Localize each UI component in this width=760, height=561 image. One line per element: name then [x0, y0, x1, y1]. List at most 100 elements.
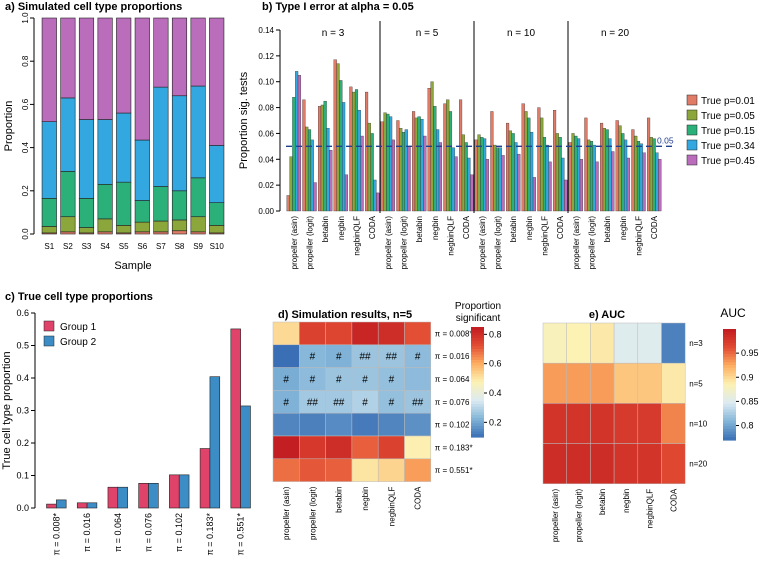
error-bar [360, 135, 364, 212]
y-tick-label: 0.04 [258, 155, 274, 164]
y-tick-label: 0.14 [258, 26, 274, 35]
error-bar [464, 142, 468, 212]
y-tick-label: 0.6 [16, 308, 29, 318]
colorbar-step [471, 404, 484, 408]
colorbar-tick-label: 0.4 [489, 388, 502, 398]
column-label: propeller (logit) [575, 488, 584, 542]
stacked-bar-segment [171, 190, 188, 221]
proportion-bar [86, 502, 98, 509]
heatmap-cell [566, 362, 591, 404]
error-bar [649, 137, 653, 212]
significance-marker: # [336, 375, 342, 386]
stacked-bar-segment [116, 181, 132, 226]
legend-swatch [686, 94, 698, 106]
error-bar [401, 131, 406, 212]
method-label: propeller (asin) [478, 216, 487, 270]
error-bar [342, 102, 346, 212]
method-label: CODA [368, 215, 377, 239]
heatmap-cell [272, 344, 300, 368]
colorbar-step [723, 351, 736, 355]
stacked-bar-segment [209, 225, 225, 234]
column-label: negbin [361, 487, 370, 511]
y-tick-label: 0.3 [16, 406, 29, 416]
heatmap-cell [566, 443, 591, 485]
colorbar-step [723, 348, 736, 352]
error-bar [470, 174, 474, 212]
colorbar-step [471, 327, 484, 331]
colorbar-step [471, 412, 484, 416]
colorbar-step [471, 420, 484, 424]
method-label: betabin [321, 216, 330, 242]
stacked-bar-segment [78, 17, 95, 120]
column-label: CODA [414, 486, 423, 510]
y-tick-label: 0.06 [258, 129, 274, 138]
heatmap-cell [404, 435, 432, 460]
colorbar-tick-label: 0.8 [741, 421, 754, 431]
error-bar [490, 111, 494, 212]
row-label: π = 0.016 [435, 352, 470, 361]
colorbar-step [723, 356, 736, 361]
y-tick-label: 0.2 [21, 185, 30, 197]
alpha-reference-label: 0.05 [657, 135, 674, 145]
heatmap-cell [637, 362, 662, 404]
x-tick-label: S3 [82, 242, 92, 251]
error-bar [506, 122, 510, 212]
legend-swatch [686, 124, 698, 136]
colorbar-step [723, 353, 736, 358]
error-bar [574, 135, 578, 212]
colorbar-step [471, 335, 484, 339]
panel-e-title: e) AUC [589, 309, 625, 321]
error-bar [399, 128, 403, 212]
heatmap-cell [613, 322, 639, 364]
error-bar [493, 144, 497, 212]
legend-label: True p=0.34 [701, 141, 755, 152]
colorbar-step [723, 359, 736, 363]
row-label: π = 0.183* [435, 443, 473, 452]
significance-marker: ## [412, 397, 424, 408]
heatmap-cell [566, 322, 591, 364]
column-label: propeller (asin) [551, 488, 560, 542]
colorbar-tick-label: 0.95 [741, 348, 759, 358]
error-bar [373, 179, 377, 212]
colorbar-step [723, 376, 736, 380]
colorbar-step [723, 420, 736, 424]
colorbar-step [471, 373, 484, 378]
colorbar-step [723, 373, 736, 377]
error-bar [647, 117, 651, 212]
heatmap-cell [590, 322, 615, 364]
colorbar-step [471, 365, 484, 369]
error-bar [495, 147, 500, 212]
significance-marker: ## [386, 352, 398, 363]
stacked-bar-segment [153, 220, 169, 233]
method-label: CODA [462, 215, 471, 239]
stacked-bar-segment [171, 230, 188, 235]
heatmap-cell [590, 362, 615, 404]
error-bar [501, 155, 505, 212]
proportion-bar [209, 376, 221, 509]
stacked-bar-segment [171, 17, 188, 97]
panel-e-auc-heatmap: e) AUC n=3 n=5 n=10 n=20 propeller (asin) prop… [542, 306, 759, 542]
x-tick-label: π = 0.551* [236, 513, 246, 556]
column-label: negbinQLF [646, 489, 655, 529]
error-bar [642, 152, 646, 212]
method-label: negbin [431, 216, 440, 240]
group-label: n = 3 [322, 28, 345, 39]
colorbar-step [723, 365, 736, 369]
error-bar [443, 103, 447, 212]
error-bar [530, 131, 534, 212]
x-tick-label: S6 [137, 242, 147, 251]
error-bar [344, 174, 348, 212]
stacked-bar-segment [41, 121, 57, 199]
x-tick-label: π = 0.183* [205, 513, 215, 556]
colorbar-step [471, 395, 484, 400]
method-label: propeller (logit) [588, 216, 597, 270]
error-bar [537, 107, 541, 212]
error-bar [542, 137, 547, 212]
row-label: π = 0.076 [435, 398, 470, 407]
stacked-bar-segment [153, 17, 169, 88]
colorbar-step [471, 415, 484, 419]
error-bar [602, 128, 606, 212]
stacked-bar-segment [41, 198, 57, 227]
error-bar [396, 120, 400, 212]
error-bar [608, 138, 612, 212]
